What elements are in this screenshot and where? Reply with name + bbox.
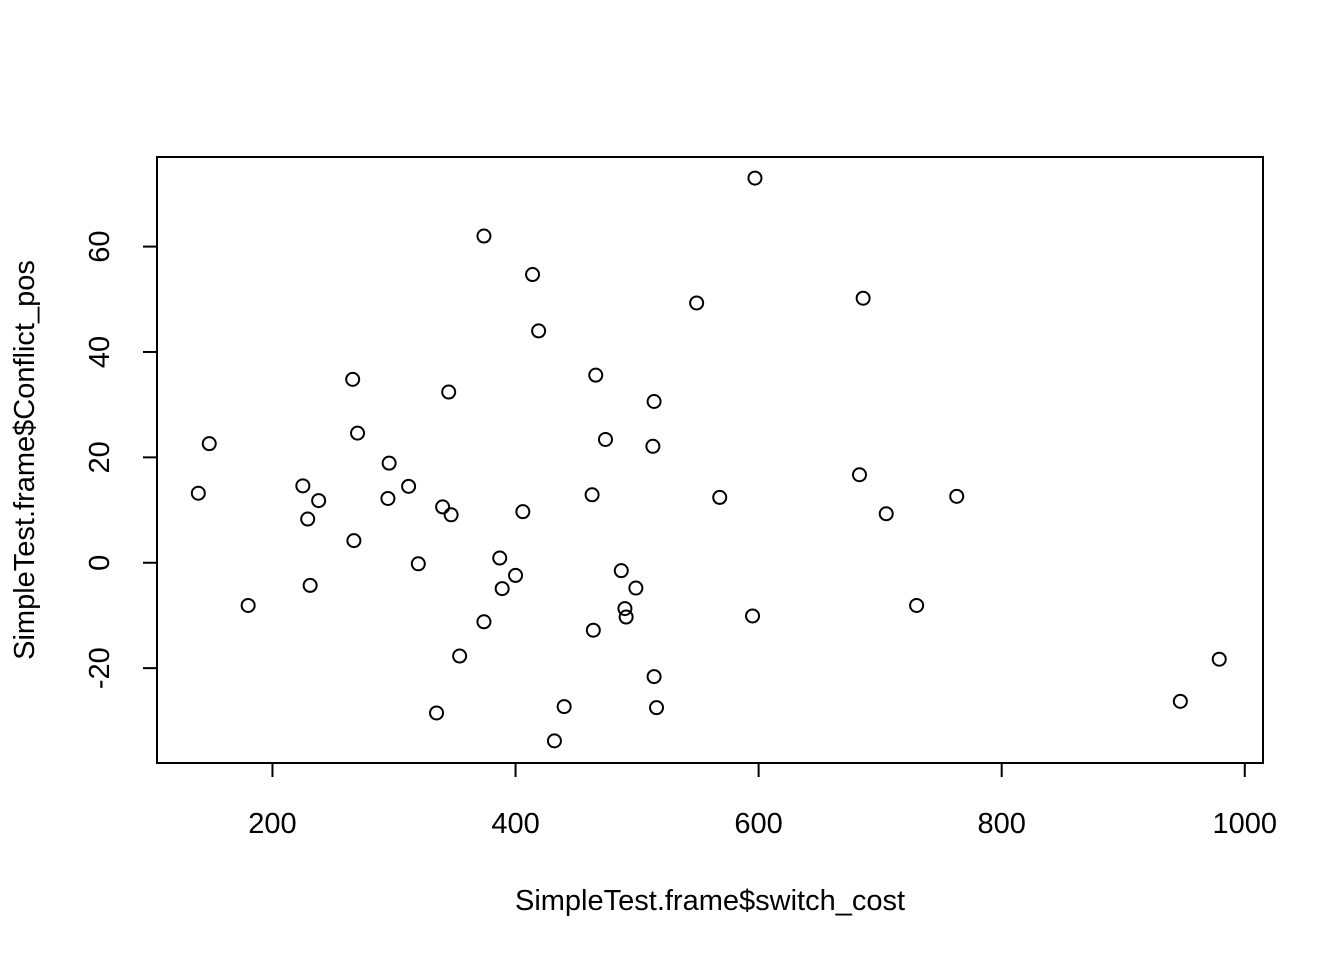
data-point — [302, 577, 318, 593]
data-point — [346, 533, 362, 549]
data-point — [949, 488, 965, 504]
data-point — [851, 467, 867, 483]
data-point — [628, 580, 644, 596]
data-point — [546, 733, 562, 749]
data-point — [1211, 651, 1227, 667]
data-point — [613, 563, 629, 579]
data-point — [855, 290, 871, 306]
data-point — [435, 499, 451, 515]
data-point — [878, 506, 894, 522]
data-point — [556, 699, 572, 715]
data-point — [300, 511, 316, 527]
data-point — [443, 507, 459, 523]
data-point — [745, 608, 761, 624]
data-point — [1172, 693, 1188, 709]
data-point — [597, 431, 613, 447]
data-point — [588, 367, 604, 383]
data-point — [645, 438, 661, 454]
data-point — [201, 436, 217, 452]
x-tick-label: 200 — [248, 808, 296, 840]
data-point — [689, 295, 705, 311]
data-point — [345, 371, 361, 387]
data-point — [525, 267, 541, 283]
data-point — [401, 478, 417, 494]
data-point — [295, 478, 311, 494]
x-tick-label: 400 — [491, 808, 539, 840]
data-point — [618, 609, 634, 625]
data-point — [190, 485, 206, 501]
data-points — [190, 170, 1227, 749]
data-point — [515, 504, 531, 520]
data-point — [429, 705, 445, 721]
data-point — [311, 493, 327, 509]
x-axis: 200 400 600 800 1000 — [248, 762, 1278, 840]
y-axis: -20 0 20 40 60 — [84, 230, 158, 689]
data-point — [909, 597, 925, 613]
data-point — [350, 425, 366, 441]
x-tick-label: 600 — [734, 808, 782, 840]
data-point — [441, 384, 457, 400]
data-point — [492, 550, 508, 566]
data-point — [712, 489, 728, 505]
data-point — [646, 669, 662, 685]
data-point — [646, 394, 662, 410]
x-axis-label: SimpleTest.frame$switch_cost — [515, 885, 905, 917]
data-point — [240, 597, 256, 613]
x-tick-label: 800 — [977, 808, 1025, 840]
data-point — [381, 455, 397, 471]
y-tick-label: 40 — [84, 336, 116, 368]
x-tick-label: 1000 — [1213, 808, 1278, 840]
y-tick-label: 0 — [84, 555, 116, 571]
data-point — [380, 490, 396, 506]
data-point — [531, 323, 547, 339]
plot-frame — [156, 156, 1264, 764]
y-tick-label: 20 — [84, 441, 116, 473]
y-axis-label: SimpleTest.frame$Conflict_pos — [9, 260, 41, 660]
data-point — [476, 614, 492, 630]
data-point — [494, 581, 510, 597]
data-point — [747, 170, 763, 186]
data-point — [476, 228, 492, 244]
data-point — [649, 700, 665, 716]
data-point — [584, 487, 600, 503]
y-tick-label: -20 — [84, 647, 116, 689]
data-point — [452, 648, 468, 664]
data-point — [617, 601, 633, 617]
data-point — [585, 622, 601, 638]
data-point — [508, 567, 524, 583]
data-point — [410, 556, 426, 572]
y-tick-label: 60 — [84, 230, 116, 262]
